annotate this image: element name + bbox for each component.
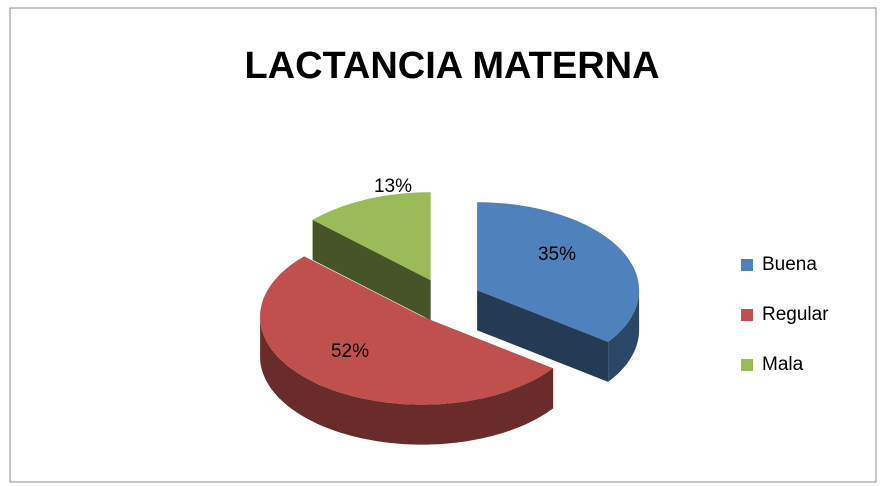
data-label: 13% [374,176,412,197]
legend-label: Regular [762,304,829,325]
legend-swatch [741,359,753,371]
data-labels: 35% 52% 13% [331,176,576,362]
data-label: 35% [538,244,576,265]
legend-label: Buena [762,254,817,275]
slice-wall [260,316,554,445]
slice-side [477,290,609,382]
slice [312,192,431,281]
slice-side [312,219,431,321]
legend-label: Mala [762,354,804,375]
slice [260,256,554,405]
legend-swatch [741,259,753,271]
legend: Buena Regular Mala [741,254,829,375]
slice-wall [608,290,640,382]
slice [477,202,640,342]
chart-title: LACTANCIA MATERNA [244,45,659,87]
legend-swatch [741,309,753,321]
pie-tops [260,192,640,405]
data-label: 52% [331,341,369,362]
